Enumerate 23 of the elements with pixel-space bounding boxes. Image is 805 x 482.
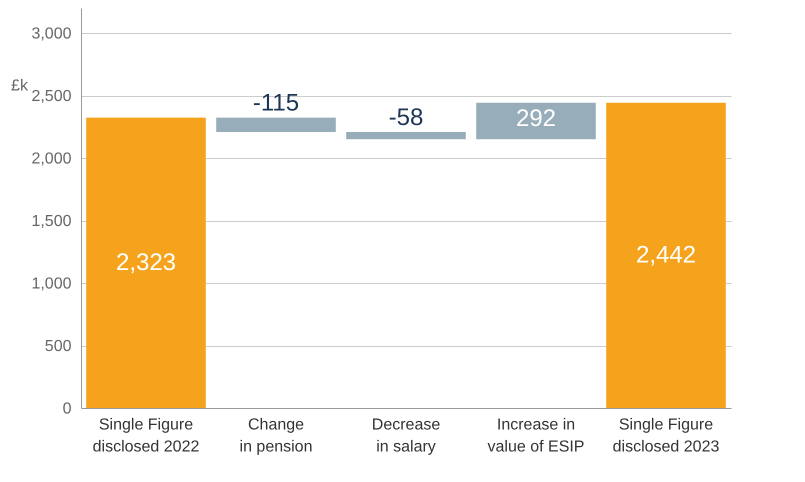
data-label: 2,323 <box>116 248 176 276</box>
y-tick-label: 1,000 <box>31 276 72 292</box>
bar <box>606 102 726 408</box>
x-tick-label: Increase in value of ESIP <box>488 416 584 456</box>
y-tick-label: 500 <box>44 338 72 355</box>
data-label: 292 <box>516 104 556 132</box>
y-tick-label: 0 <box>62 400 72 418</box>
y-tick-label: 3,000 <box>31 26 72 42</box>
y-tick-label: 2,500 <box>31 88 72 105</box>
y-tick-label: 2,000 <box>31 150 72 168</box>
y-axis-title: £k <box>11 78 29 94</box>
x-tick-label: Decrease in salary <box>372 416 440 456</box>
y-tick-label: 1,500 <box>31 213 72 230</box>
x-tick-label: Single Figure disclosed 2022 <box>92 416 200 456</box>
bar <box>216 118 336 132</box>
x-tick-label: Single Figure disclosed 2023 <box>612 416 720 456</box>
bar <box>346 132 466 140</box>
x-tick-label: Change in pension <box>240 416 312 456</box>
bar <box>476 102 596 140</box>
data-label: -115 <box>252 90 300 117</box>
bar <box>86 118 206 408</box>
data-label: -58 <box>388 104 424 131</box>
data-label: 2,442 <box>636 241 696 268</box>
